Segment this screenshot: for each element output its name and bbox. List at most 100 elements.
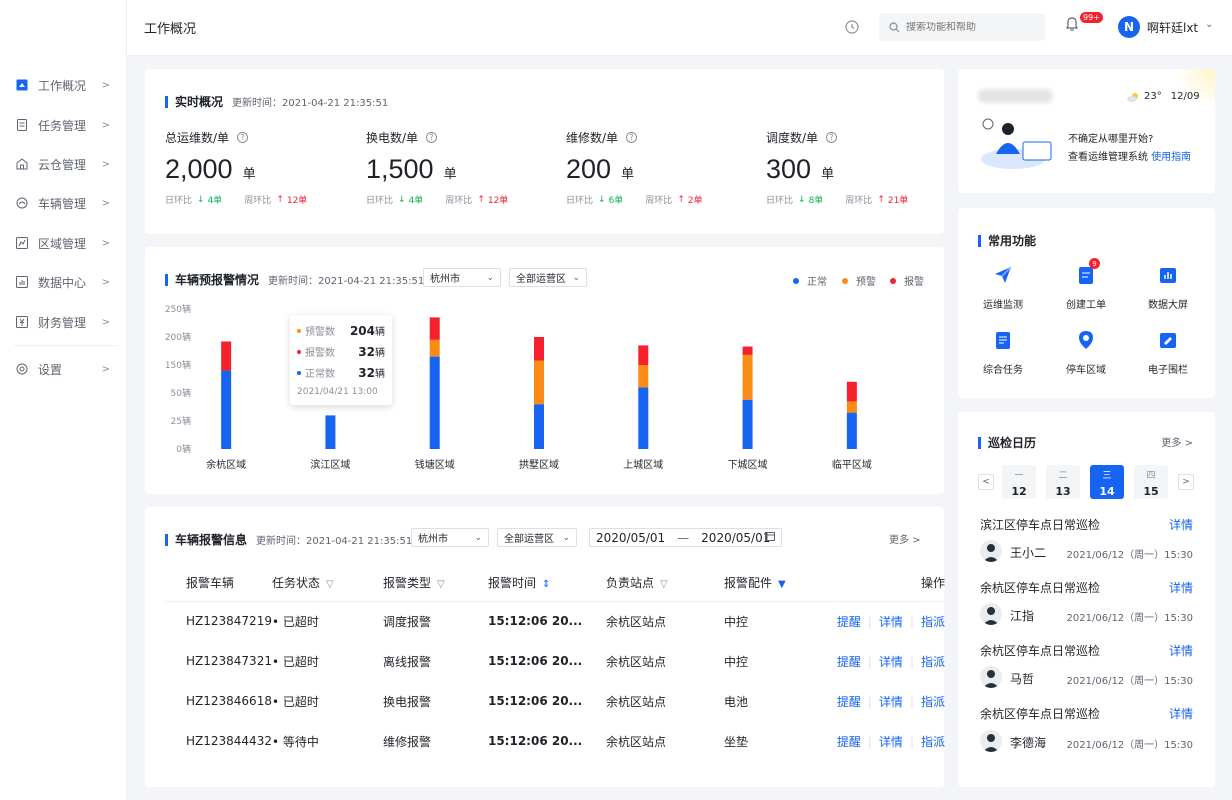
function-create-order[interactable]: 9 创建工单 — [1056, 258, 1116, 311]
bar-segment[interactable] — [638, 345, 649, 365]
calendar-day[interactable]: 一 12 — [1002, 465, 1036, 499]
legend-normal[interactable]: 正常 — [793, 273, 827, 288]
help-icon[interactable]: ? — [626, 132, 638, 143]
column-header[interactable]: 报警类型 ▽ — [382, 565, 488, 602]
y-tick-label: 150辆 — [165, 359, 191, 371]
column-header[interactable]: 报警配件 ▼ — [723, 565, 804, 602]
sort-icon[interactable]: ⇕ — [541, 579, 551, 591]
calendar-day-selected[interactable]: 三 14 — [1090, 465, 1124, 499]
detail-button[interactable]: 详情 — [878, 654, 903, 669]
cell-part: 中控 — [723, 654, 748, 669]
detail-button[interactable]: 详情 — [878, 614, 903, 629]
column-header[interactable]: 报警时间 ⇕ — [487, 565, 606, 602]
column-label: 报警类型 — [382, 576, 431, 591]
sidebar-item-dashboard[interactable]: 工作概况 > — [16, 73, 116, 97]
chevron-down-icon: ⌄ — [474, 532, 482, 543]
calendar-day[interactable]: 四 15 — [1134, 465, 1168, 499]
bar-segment[interactable] — [534, 337, 544, 361]
assign-button[interactable]: 指派 — [920, 654, 945, 669]
history-button[interactable] — [840, 15, 864, 39]
next-week-button[interactable]: > — [1178, 474, 1194, 490]
function-label: 综合任务 — [983, 365, 1023, 376]
function-data-screen[interactable]: 数据大屏 — [1138, 264, 1198, 311]
inspection-detail-link[interactable]: 详情 — [1168, 644, 1193, 658]
sidebar-item-region[interactable]: 区域管理 > — [16, 231, 116, 255]
bar-segment[interactable] — [221, 341, 232, 371]
function-task-list[interactable]: 综合任务 — [973, 329, 1033, 376]
welcome-text: 查看运维管理系统 — [1068, 152, 1148, 163]
remind-button[interactable]: 提醒 — [836, 614, 861, 629]
bar-segment[interactable] — [742, 399, 753, 449]
assign-button[interactable]: 指派 — [920, 694, 945, 709]
sidebar-item-label: 区域管理 — [38, 236, 87, 251]
help-icon[interactable]: ? — [826, 132, 838, 143]
search-input[interactable] — [906, 21, 1036, 33]
area-select[interactable]: 全部运营区 ⌄ — [497, 528, 577, 547]
bar-segment[interactable] — [534, 360, 544, 405]
more-link[interactable]: 更多 > — [1161, 434, 1193, 449]
bar-segment[interactable] — [742, 346, 753, 355]
function-parking[interactable]: 停车区域 — [1056, 329, 1116, 376]
bar-segment[interactable] — [638, 387, 649, 449]
sidebar-item-finance[interactable]: 财务管理 > — [16, 310, 116, 334]
function-monitor[interactable]: 运维监测 — [973, 264, 1033, 311]
remind-button[interactable]: 提醒 — [836, 654, 861, 669]
sidebar-item-warehouse[interactable]: 云仓管理 > — [16, 152, 116, 176]
prev-week-button[interactable]: < — [978, 474, 994, 490]
search-box[interactable] — [879, 13, 1045, 41]
bar-segment[interactable] — [742, 354, 753, 400]
task-icon — [16, 119, 28, 131]
x-tick-label: 滨江区域 — [310, 458, 350, 471]
filter-icon[interactable]: ▽ — [436, 579, 445, 591]
remind-button[interactable]: 提醒 — [836, 734, 861, 749]
filter-active-icon[interactable]: ▼ — [777, 579, 786, 591]
sidebar-item-data[interactable]: 数据中心 > — [16, 270, 116, 294]
detail-button[interactable]: 详情 — [878, 694, 903, 709]
filter-icon[interactable]: ▽ — [659, 579, 668, 591]
bar-segment[interactable] — [429, 317, 440, 340]
sidebar-item-tasks[interactable]: 任务管理 > — [16, 113, 116, 137]
assign-button[interactable]: 指派 — [920, 614, 945, 629]
function-fence[interactable]: 电子围栏 — [1138, 329, 1198, 376]
calendar-day[interactable]: 二 13 — [1046, 465, 1080, 499]
help-icon[interactable]: ? — [426, 132, 438, 143]
sidebar-item-settings[interactable]: 设置 > — [16, 357, 116, 381]
bar-segment[interactable] — [846, 381, 857, 402]
sidebar-item-vehicle[interactable]: 车辆管理 > — [16, 191, 116, 215]
inspection-detail-link[interactable]: 详情 — [1168, 581, 1193, 595]
notification-bell[interactable] — [1064, 16, 1080, 35]
username[interactable]: 啊轩廷lxt — [1147, 21, 1199, 35]
detail-button[interactable]: 详情 — [878, 734, 903, 749]
cell-time: 15:12:06 20... — [487, 614, 583, 629]
bar-segment[interactable] — [429, 356, 440, 449]
inspection-detail-link[interactable]: 详情 — [1168, 707, 1193, 721]
bar-segment[interactable] — [846, 412, 857, 449]
legend-alarm[interactable]: 报警 — [890, 273, 924, 288]
more-link[interactable]: 更多 > — [889, 531, 921, 546]
bar-segment[interactable] — [638, 365, 649, 388]
bar-segment[interactable] — [846, 401, 857, 413]
bar-segment[interactable] — [429, 339, 440, 357]
search-icon — [889, 21, 900, 32]
inspection-detail-link[interactable]: 详情 — [1168, 518, 1193, 532]
bar-segment[interactable] — [221, 370, 232, 449]
assign-button[interactable]: 指派 — [920, 734, 945, 749]
date-range-picker[interactable]: 2020/05/01 — 2020/05/01 — [589, 528, 782, 547]
bar-segment[interactable] — [325, 415, 336, 449]
chevron-down-icon[interactable]: ⌄ — [1205, 19, 1214, 30]
city-select[interactable]: 杭州市 ⌄ — [411, 528, 489, 547]
filter-icon[interactable]: ▽ — [325, 579, 334, 591]
legend-warning[interactable]: 预警 — [842, 273, 876, 288]
help-icon[interactable]: ? — [237, 132, 249, 143]
stat-dispatch: 调度数/单? 300 单 日环比 ↓ 8单 周环比 ↑ 21单 — [766, 129, 946, 206]
y-tick-label: 25辆 — [171, 415, 191, 427]
city-select[interactable]: 杭州市 ⌄ — [423, 268, 501, 287]
remind-button[interactable]: 提醒 — [836, 694, 861, 709]
guide-link[interactable]: 使用指南 — [1151, 152, 1192, 163]
bar-segment[interactable] — [534, 404, 544, 449]
avatar[interactable]: N — [1118, 16, 1140, 38]
column-header[interactable]: 任务状态 ▽ — [271, 565, 383, 602]
area-select[interactable]: 全部运营区 ⌄ — [509, 268, 587, 287]
column-header[interactable]: 负责站点 ▽ — [605, 565, 724, 602]
select-value: 杭州市 — [430, 274, 460, 285]
